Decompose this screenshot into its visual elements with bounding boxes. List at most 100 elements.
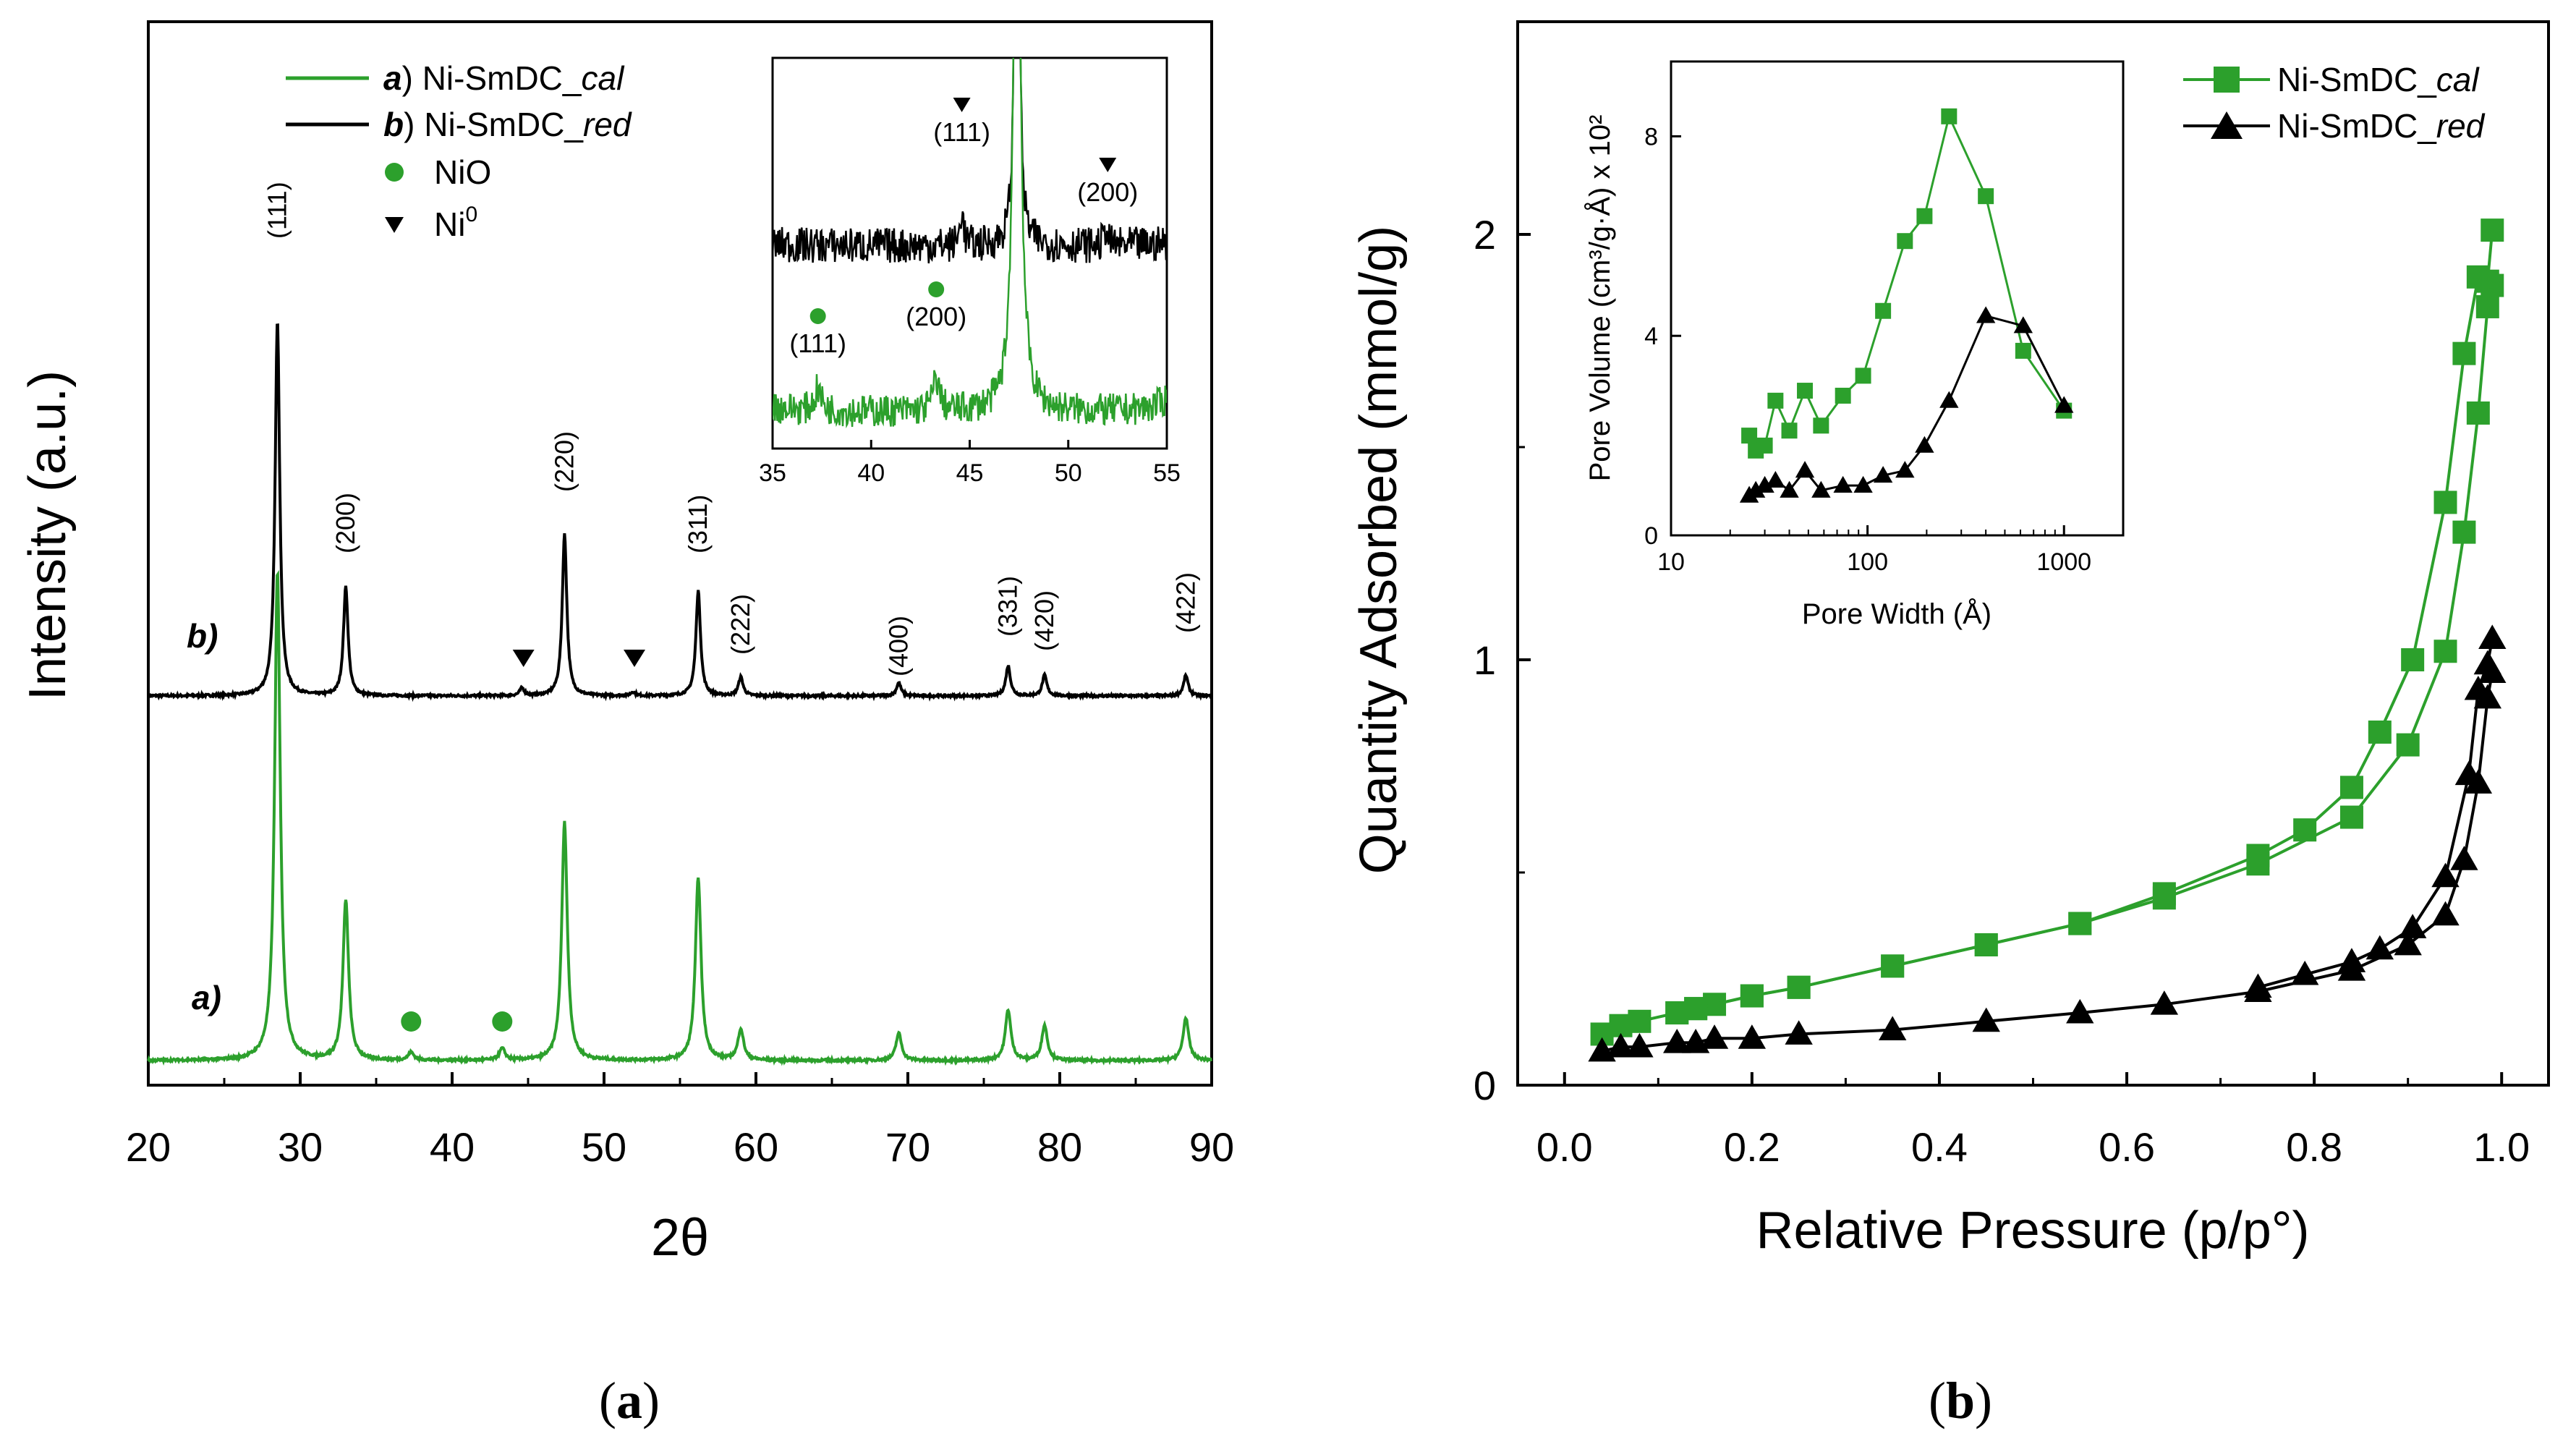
iso-series-point (2394, 930, 2422, 956)
iso-legend-entry-cal: Ni-SmDC_cal (2277, 61, 2480, 98)
xrd-inset-tick-label: 50 (1055, 459, 1082, 487)
iso-series-point (2068, 912, 2092, 935)
iso-series-line (1602, 672, 2494, 1053)
iso-series (1588, 218, 2507, 1062)
iso-y-tick-label: 2 (1474, 212, 1496, 258)
xrd-chart: 20 30 40 50 60 70 80 90 2θ Intensity (a.u.) (11… (19, 20, 1234, 1267)
pore-series-point (1781, 422, 1798, 439)
legend-entry-ni: Ni0 (434, 203, 477, 243)
xrd-x-tick-label: 70 (885, 1124, 930, 1170)
xrd-inset-ni-label: (200) (1077, 177, 1138, 207)
iso-series-point (2433, 640, 2457, 663)
iso-series-point (1740, 984, 1764, 1008)
iso-series-point (2473, 650, 2501, 675)
xrd-inset-ni-marker (953, 98, 971, 112)
pore-series-point (1875, 302, 1892, 319)
iso-series-point (2368, 720, 2392, 744)
pore-series-point (2015, 342, 2031, 359)
pore-series-point (1833, 475, 1853, 493)
xrd-inset-tick-label: 55 (1153, 459, 1181, 487)
pore-inset: 10 100 1000 0 4 8 Pore Width (Å) Pore Volume … (1584, 60, 2125, 630)
ni-marker (624, 650, 645, 667)
iso-series-point (1738, 1024, 1767, 1049)
pore-series-point (1766, 470, 1785, 488)
xrd-inset-ni-label: (111) (933, 117, 990, 147)
iso-legend: Ni-SmDC_cal Ni-SmDC_red (2183, 61, 2486, 145)
xrd-curves (147, 323, 1213, 1066)
iso-series-point (2431, 901, 2460, 926)
iso-x-axis-title: Relative Pressure (p/p°) (1756, 1202, 2309, 1260)
xrd-hkl-label: (200) (331, 493, 360, 553)
xrd-x-tick-label: 20 (126, 1124, 171, 1170)
xrd-hkl-labels: (111) (200) (220) (311) (222) (400) (331) (420)… (263, 182, 1201, 676)
iso-series-point (2401, 648, 2425, 671)
pore-series-point (1978, 188, 1994, 205)
pore-y-tick-label: 4 (1644, 323, 1658, 350)
xrd-legend: a) Ni-SmDC_cal b) Ni-SmDC_red NiO Ni0 (286, 59, 632, 243)
isotherm-chart: 0.0 0.2 0.4 0.6 0.8 1.0 0 1 2 Relative Pressure … (1350, 20, 2550, 1260)
iso-series-point (1628, 1009, 1652, 1033)
xrd-hkl-label: (111) (263, 182, 292, 239)
pore-x-tick-label: 100 (1847, 548, 1888, 576)
xrd-x-tick-label: 80 (1037, 1124, 1082, 1170)
iso-series-point (2464, 675, 2493, 700)
pore-x-tick-label: 10 (1657, 548, 1685, 576)
pore-series-point (1741, 428, 1758, 444)
iso-x-tick-label: 1.0 (2473, 1124, 2530, 1170)
iso-series-point (2293, 818, 2317, 842)
iso-legend-marker-cal (2214, 67, 2240, 93)
iso-series-point (1974, 933, 1998, 956)
iso-series-point (2431, 862, 2460, 888)
iso-series-point (1700, 1024, 1729, 1049)
xrd-inset-nio-label: (200) (906, 302, 966, 331)
iso-series-point (1607, 1032, 1635, 1058)
xrd-inset-cal (773, 58, 1167, 429)
xrd-phase-markers (401, 650, 645, 1032)
iso-series-point (2290, 960, 2319, 985)
iso-legend-marker-red (2211, 111, 2243, 139)
pore-series-point (1767, 392, 1784, 409)
xrd-x-tick-label: 60 (734, 1124, 778, 1170)
iso-x-tick-label: 0.0 (1536, 1124, 1593, 1170)
pore-series-point (1811, 480, 1831, 498)
pore-series-point (1855, 368, 1871, 384)
xrd-inset-tick-label: 35 (759, 459, 786, 487)
pore-ticks: 10 100 1000 0 4 8 (1644, 123, 2091, 576)
xrd-x-ticks: 20 30 40 50 60 70 80 90 (126, 1072, 1234, 1170)
xrd-inset-frame (771, 56, 1168, 450)
pore-series-point (1797, 383, 1814, 399)
iso-series-point (1785, 1020, 1813, 1045)
xrd-y-axis-title: Intensity (a.u.) (19, 370, 77, 700)
xrd-x-tick-label: 30 (278, 1124, 323, 1170)
iso-series-point (2452, 341, 2476, 365)
xrd-hkl-label: (222) (726, 594, 755, 655)
xrd-inset: 35 40 45 50 55 (111) (200) (111) (200) (759, 56, 1181, 487)
iso-series-point (1972, 1007, 2000, 1032)
iso-y-tick-label: 1 (1474, 637, 1496, 683)
legend-marker-ni (385, 217, 404, 233)
iso-series-point (2246, 844, 2270, 867)
xrd-hkl-label: (420) (1029, 590, 1059, 651)
pore-series-point (2013, 316, 2033, 334)
iso-series-point (2152, 882, 2176, 906)
pore-series-point (1813, 417, 1829, 434)
pore-series-point (2054, 396, 2074, 413)
pore-y-axis-title: Pore Volume (cm³/g·Å) x 10² (1584, 115, 1616, 482)
pore-series-point (1756, 437, 1773, 454)
pore-series-point (1897, 233, 1913, 250)
iso-series-point (2475, 294, 2499, 318)
xrd-hkl-label: (400) (883, 616, 913, 676)
series-label-a: a) (192, 979, 221, 1016)
xrd-x-tick-label: 90 (1189, 1124, 1234, 1170)
iso-x-tick-label: 0.8 (2286, 1124, 2342, 1170)
ni-marker (512, 650, 535, 667)
iso-y-tick-label: 0 (1474, 1063, 1496, 1108)
legend-marker-nio (385, 163, 404, 182)
xrd-inset-labels: (111) (200) (111) (200) (789, 98, 1138, 358)
pore-series (1739, 108, 2074, 503)
pore-series-point (1755, 475, 1774, 493)
iso-series-point (2244, 973, 2272, 998)
panel-b-caption: (b) (1929, 1372, 1992, 1430)
pore-x-tick-label: 1000 (2036, 548, 2091, 576)
legend-entry-red: b) Ni-SmDC_red (383, 106, 632, 143)
